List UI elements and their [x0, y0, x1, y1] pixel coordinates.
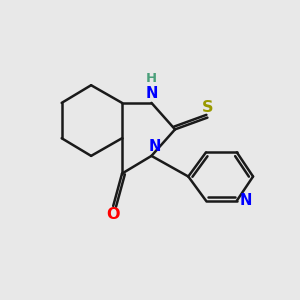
Text: H: H — [146, 72, 157, 85]
Text: N: N — [240, 193, 252, 208]
Text: O: O — [106, 207, 120, 222]
Text: S: S — [202, 100, 213, 115]
Text: N: N — [148, 140, 160, 154]
Text: N: N — [145, 86, 158, 101]
